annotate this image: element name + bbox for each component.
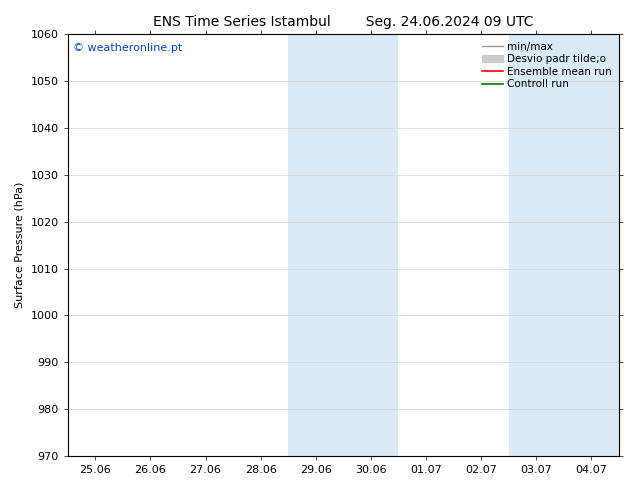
Y-axis label: Surface Pressure (hPa): Surface Pressure (hPa) <box>15 182 25 308</box>
Text: © weatheronline.pt: © weatheronline.pt <box>73 43 183 53</box>
Bar <box>508 34 619 456</box>
Legend: min/max, Desvio padr tilde;o, Ensemble mean run, Controll run: min/max, Desvio padr tilde;o, Ensemble m… <box>480 40 614 92</box>
Bar <box>288 34 399 456</box>
Title: ENS Time Series Istambul        Seg. 24.06.2024 09 UTC: ENS Time Series Istambul Seg. 24.06.2024… <box>153 15 534 29</box>
